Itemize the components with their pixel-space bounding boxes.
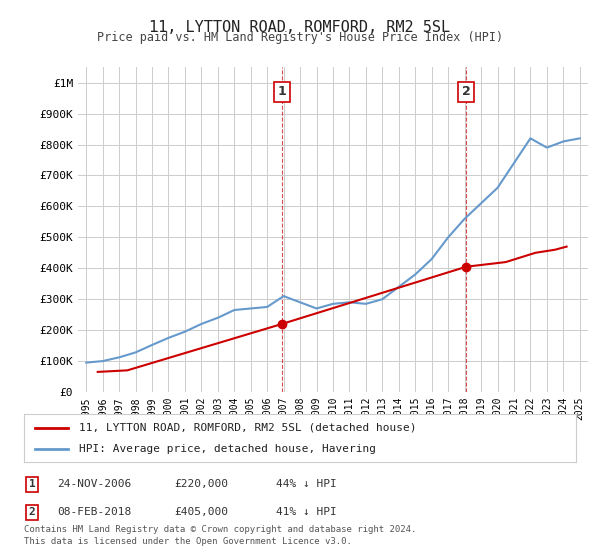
Text: 24-NOV-2006: 24-NOV-2006	[57, 479, 131, 489]
Text: 41% ↓ HPI: 41% ↓ HPI	[276, 507, 337, 517]
Text: 2: 2	[29, 507, 35, 517]
Text: 44% ↓ HPI: 44% ↓ HPI	[276, 479, 337, 489]
Text: 1: 1	[278, 86, 286, 99]
Text: £220,000: £220,000	[174, 479, 228, 489]
Text: 08-FEB-2018: 08-FEB-2018	[57, 507, 131, 517]
Text: HPI: Average price, detached house, Havering: HPI: Average price, detached house, Have…	[79, 444, 376, 454]
Text: £405,000: £405,000	[174, 507, 228, 517]
Text: 1: 1	[29, 479, 35, 489]
Text: Contains HM Land Registry data © Crown copyright and database right 2024.
This d: Contains HM Land Registry data © Crown c…	[24, 525, 416, 546]
Text: 11, LYTTON ROAD, ROMFORD, RM2 5SL: 11, LYTTON ROAD, ROMFORD, RM2 5SL	[149, 20, 451, 35]
Text: Price paid vs. HM Land Registry's House Price Index (HPI): Price paid vs. HM Land Registry's House …	[97, 31, 503, 44]
Text: 2: 2	[462, 86, 470, 99]
Text: 11, LYTTON ROAD, ROMFORD, RM2 5SL (detached house): 11, LYTTON ROAD, ROMFORD, RM2 5SL (detac…	[79, 423, 416, 433]
